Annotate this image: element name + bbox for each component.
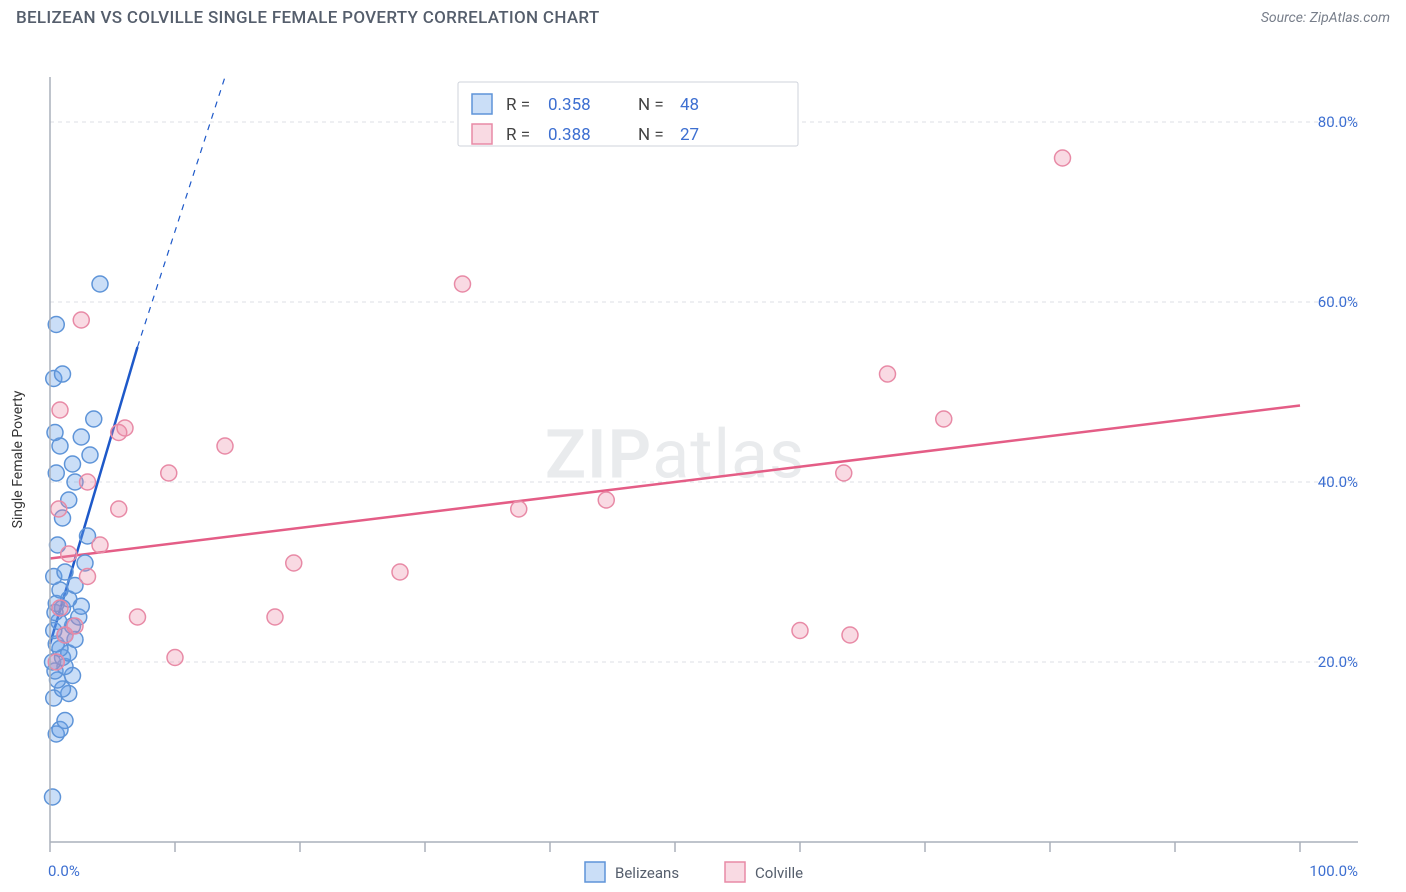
svg-text:48: 48 [680,95,699,115]
scatter-point [73,429,89,445]
scatter-point [792,623,808,639]
scatter-point [511,501,527,517]
scatter-chart: 20.0%40.0%60.0%80.0%ZIPatlas0.0%100.0%Si… [0,32,1406,892]
svg-text:R =: R = [506,95,530,115]
scatter-point [80,474,96,490]
scatter-point [45,789,61,805]
svg-text:40.0%: 40.0% [1318,473,1358,491]
scatter-point [936,411,952,427]
scatter-point [842,627,858,643]
legend-swatch [585,862,605,882]
svg-text:27: 27 [680,125,699,145]
scatter-point [82,447,98,463]
scatter-point [73,312,89,328]
scatter-point [57,713,73,729]
legend-swatch [472,124,492,144]
scatter-point [392,564,408,580]
scatter-point [92,537,108,553]
svg-text:Single Female Poverty: Single Female Poverty [10,390,26,528]
svg-text:R =: R = [506,125,530,145]
scatter-point [57,564,73,580]
legend-label: Belizeans [615,864,679,882]
scatter-point [1055,150,1071,166]
scatter-point [167,650,183,666]
scatter-point [130,609,146,625]
svg-text:100.0%: 100.0% [1309,862,1358,880]
svg-text:0.0%: 0.0% [48,862,80,880]
svg-text:N =: N = [638,125,664,145]
scatter-point [52,600,68,616]
scatter-point [286,555,302,571]
scatter-point [880,366,896,382]
svg-text:80.0%: 80.0% [1318,113,1358,131]
legend-swatch [725,862,745,882]
legend-swatch [472,94,492,114]
scatter-point [267,609,283,625]
scatter-point [217,438,233,454]
scatter-point [86,411,102,427]
svg-text:0.358: 0.358 [548,95,591,115]
scatter-point [836,465,852,481]
chart-source: Source: ZipAtlas.com [1261,10,1390,26]
chart-header: BELIZEAN VS COLVILLE SINGLE FEMALE POVER… [0,0,1406,32]
scatter-point [92,276,108,292]
svg-text:N =: N = [638,95,664,115]
scatter-point [67,618,83,634]
legend-label: Colville [755,864,803,882]
scatter-point [455,276,471,292]
scatter-point [80,569,96,585]
svg-text:0.388: 0.388 [548,125,591,145]
scatter-point [51,501,67,517]
scatter-point [598,492,614,508]
scatter-point [161,465,177,481]
svg-text:20.0%: 20.0% [1318,653,1358,671]
scatter-point [52,402,68,418]
chart-title: BELIZEAN VS COLVILLE SINGLE FEMALE POVER… [16,8,600,28]
scatter-point [55,366,71,382]
scatter-point [61,546,77,562]
chart-container: 20.0%40.0%60.0%80.0%ZIPatlas0.0%100.0%Si… [0,32,1406,862]
svg-text:60.0%: 60.0% [1318,293,1358,311]
scatter-point [111,501,127,517]
scatter-point [65,456,81,472]
scatter-point [117,420,133,436]
